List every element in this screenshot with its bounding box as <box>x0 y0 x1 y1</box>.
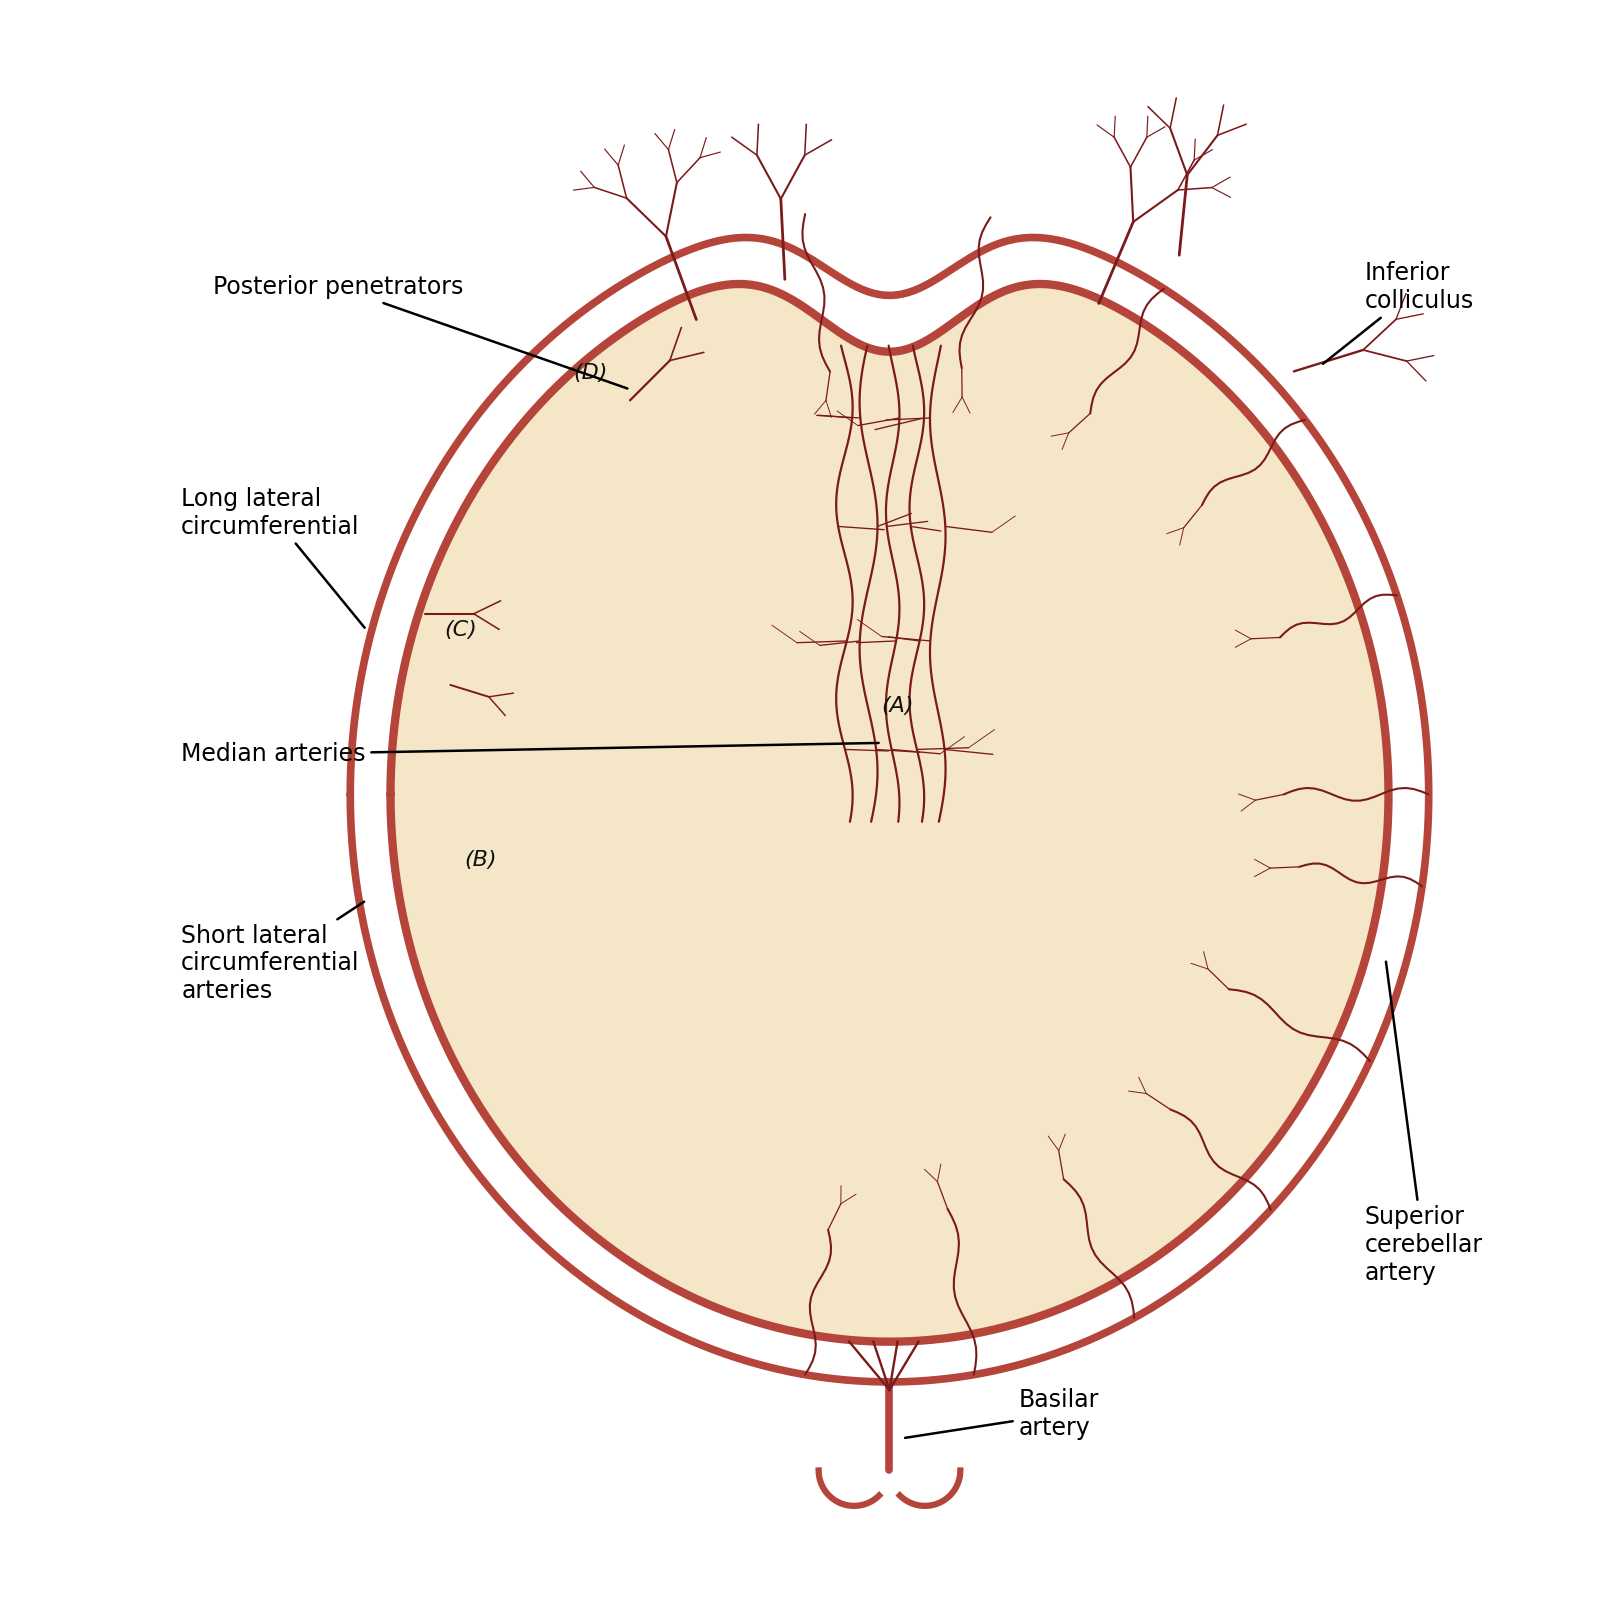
Text: Short lateral
circumferential
arteries: Short lateral circumferential arteries <box>181 901 364 1003</box>
Text: Median arteries: Median arteries <box>181 742 879 767</box>
Polygon shape <box>390 284 1388 1342</box>
Text: (D): (D) <box>573 363 607 383</box>
Text: Posterior penetrators: Posterior penetrators <box>214 276 628 389</box>
Text: (A): (A) <box>882 695 914 716</box>
Text: Long lateral
circumferential: Long lateral circumferential <box>181 486 364 627</box>
Text: (B): (B) <box>464 849 497 870</box>
Text: Inferior
colliculus: Inferior colliculus <box>1324 261 1474 363</box>
Text: Basilar
artery: Basilar artery <box>904 1388 1099 1439</box>
Text: (C): (C) <box>443 621 477 640</box>
Text: Superior
cerebellar
artery: Superior cerebellar artery <box>1364 961 1482 1285</box>
